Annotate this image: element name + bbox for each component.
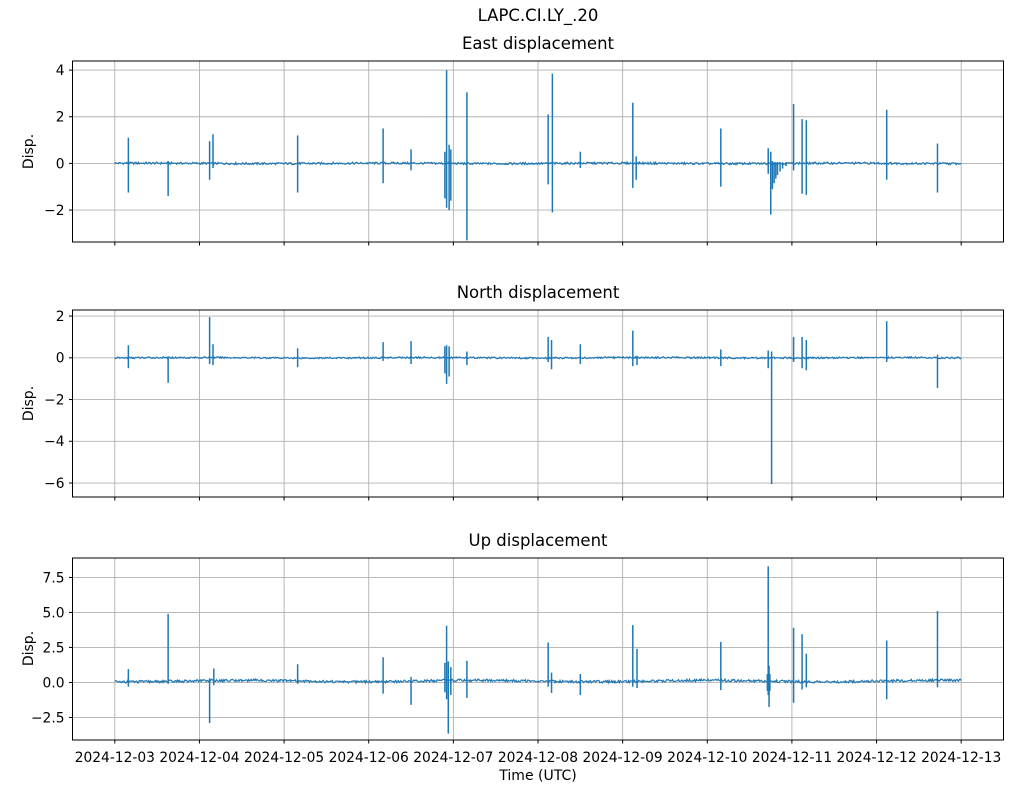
svg-text:−2: −2 xyxy=(44,203,64,219)
svg-text:2.5: 2.5 xyxy=(43,640,65,656)
x-tick-labels: 2024-12-03 2024-12-04 2024-12-05 2024-12-06… xyxy=(75,750,1002,766)
svg-text:2024-12-13: 2024-12-13 xyxy=(921,750,1001,766)
svg-text:0: 0 xyxy=(56,156,65,172)
up-axes-frame xyxy=(69,557,1004,744)
east-grid xyxy=(72,61,1004,242)
svg-text:2024-12-08: 2024-12-08 xyxy=(498,750,578,766)
svg-text:4: 4 xyxy=(56,63,65,79)
svg-text:2024-12-05: 2024-12-05 xyxy=(244,750,324,766)
svg-text:0: 0 xyxy=(56,351,65,367)
svg-text:2024-12-04: 2024-12-04 xyxy=(159,750,239,766)
east-series-line xyxy=(114,70,962,241)
svg-text:2024-12-03: 2024-12-03 xyxy=(75,750,155,766)
east-y-tick-labels: −2 0 2 4 xyxy=(44,63,64,219)
north-grid xyxy=(72,310,1004,497)
up-grid xyxy=(72,558,1004,740)
north-chart: −6 −4 −2 0 2 xyxy=(44,309,1004,501)
svg-text:2024-12-06: 2024-12-06 xyxy=(329,750,409,766)
east-chart-title: East displacement xyxy=(461,34,615,53)
svg-text:2: 2 xyxy=(56,309,65,325)
svg-text:7.5: 7.5 xyxy=(43,570,65,586)
up-chart-title: Up displacement xyxy=(468,531,608,550)
north-series-line xyxy=(114,317,962,485)
east-chart: −2 0 2 4 xyxy=(44,60,1004,246)
east-axes-frame xyxy=(69,60,1004,246)
north-axes-frame xyxy=(69,309,1004,501)
x-axis-label: Time (UTC) xyxy=(499,768,577,784)
svg-text:−4: −4 xyxy=(44,434,64,450)
svg-text:5.0: 5.0 xyxy=(43,605,65,621)
up-y-tick-labels: −2.5 0.0 2.5 5.0 7.5 xyxy=(31,570,65,726)
svg-text:−2.5: −2.5 xyxy=(31,710,65,726)
svg-text:2024-12-10: 2024-12-10 xyxy=(667,750,747,766)
svg-text:2024-12-12: 2024-12-12 xyxy=(836,750,916,766)
svg-text:0.0: 0.0 xyxy=(43,675,65,691)
svg-text:2024-12-11: 2024-12-11 xyxy=(752,750,832,766)
svg-text:−2: −2 xyxy=(44,392,64,408)
figure-suptitle: LAPC.CI.LY_.20 xyxy=(477,6,599,25)
up-series-line xyxy=(114,566,962,734)
svg-text:2024-12-07: 2024-12-07 xyxy=(413,750,493,766)
north-y-tick-labels: −6 −4 −2 0 2 xyxy=(44,309,64,492)
svg-text:−6: −6 xyxy=(44,476,64,492)
svg-text:2024-12-09: 2024-12-09 xyxy=(583,750,663,766)
svg-text:2: 2 xyxy=(56,110,65,126)
north-chart-title: North displacement xyxy=(456,283,620,302)
